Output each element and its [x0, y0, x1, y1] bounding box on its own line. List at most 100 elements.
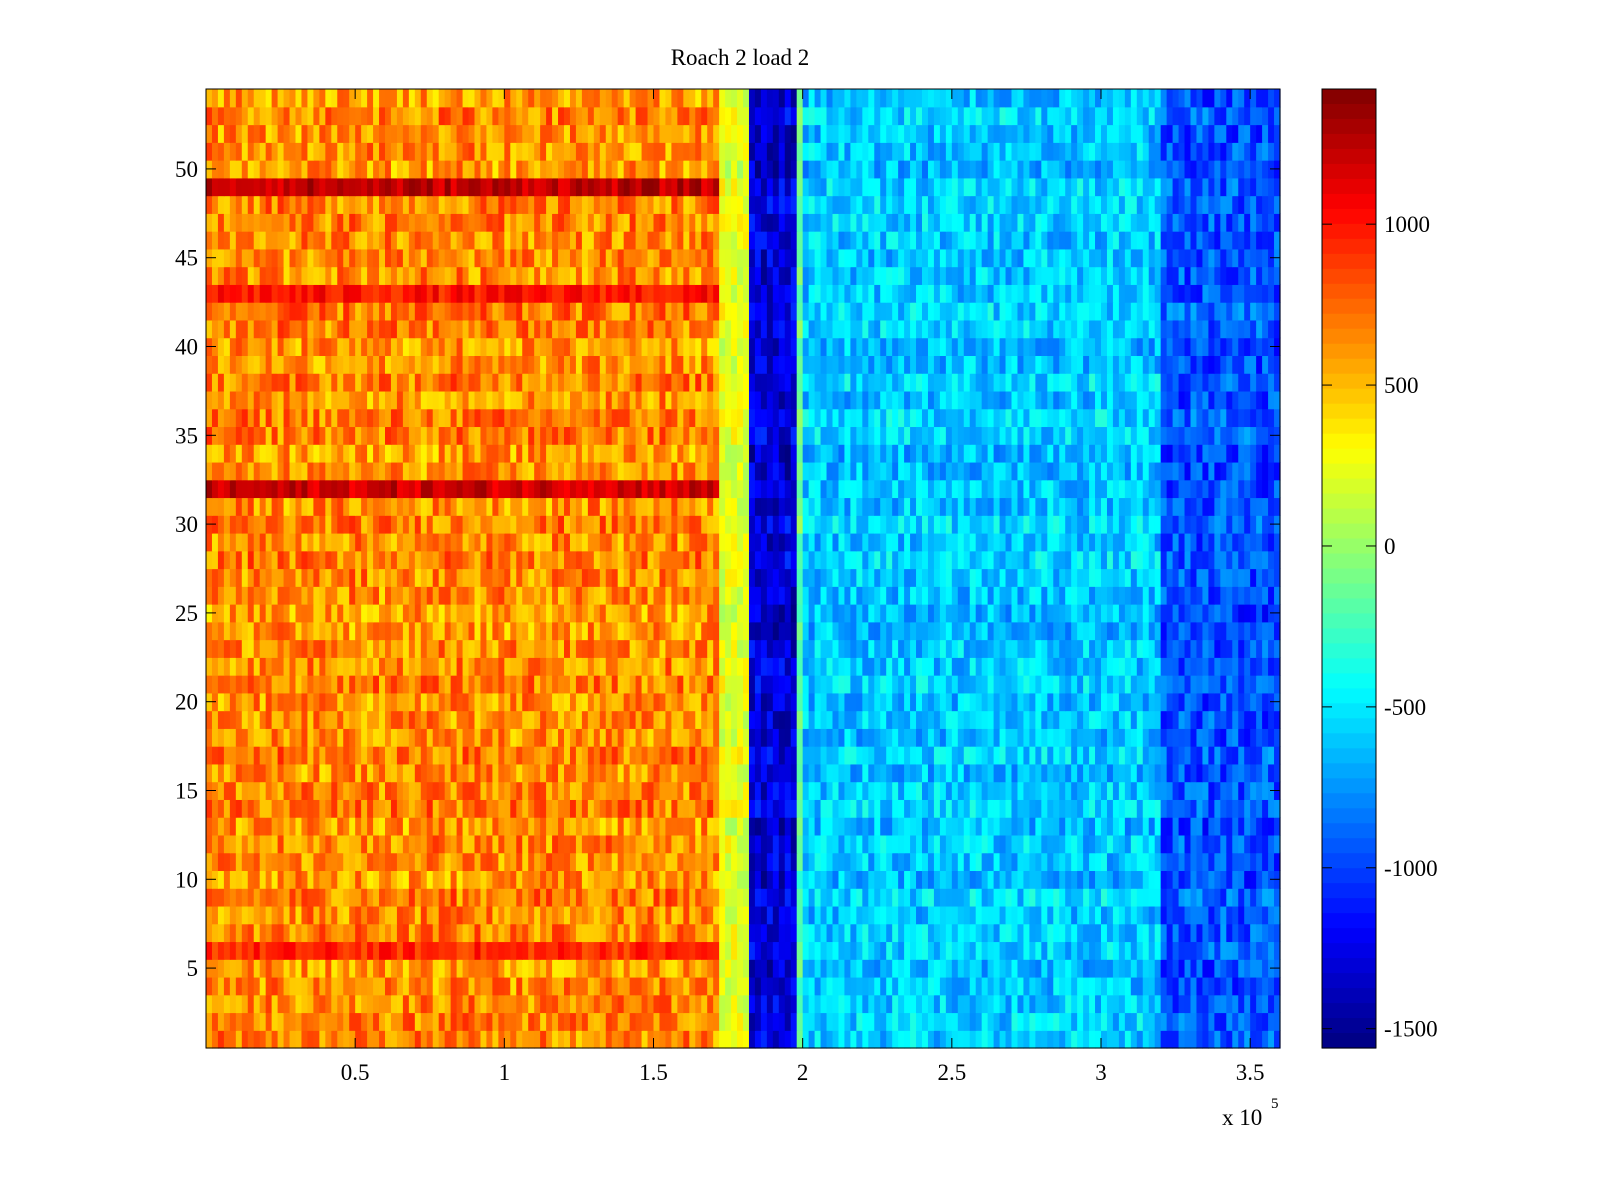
heatmap-cell	[1065, 941, 1072, 960]
heatmap-cell	[1065, 675, 1072, 694]
heatmap-cell	[319, 799, 326, 818]
heatmap-cell	[564, 1012, 571, 1031]
heatmap-cell	[629, 550, 637, 570]
heatmap-cell	[474, 781, 482, 800]
heatmap-cell	[426, 852, 434, 872]
heatmap-cell	[993, 710, 1001, 729]
heatmap-cell	[1262, 799, 1269, 818]
heatmap-cell	[910, 781, 917, 800]
heatmap-cell	[337, 568, 344, 587]
heatmap-cell	[898, 799, 905, 818]
heatmap-cell	[838, 710, 846, 729]
heatmap-cell	[361, 994, 368, 1014]
heatmap-cell	[569, 568, 577, 587]
heatmap-cell	[892, 675, 899, 694]
heatmap-cell	[259, 657, 267, 676]
heatmap-cell	[796, 1030, 804, 1049]
heatmap-cell	[981, 568, 989, 587]
heatmap-cell	[1262, 781, 1269, 800]
heatmap-cell	[951, 941, 959, 960]
heatmap-cell	[599, 1012, 607, 1031]
heatmap-cell	[1244, 1030, 1251, 1049]
heatmap-cell	[1023, 1012, 1030, 1031]
heatmap-cell	[492, 941, 499, 960]
heatmap-cell	[611, 710, 619, 729]
heatmap-cell	[1274, 710, 1281, 729]
heatmap-cell	[390, 852, 398, 872]
heatmap-cell	[1017, 763, 1025, 783]
heatmap-cell	[581, 1030, 589, 1049]
heatmap-cell	[522, 941, 529, 960]
heatmap-cell	[1112, 586, 1120, 605]
heatmap-cell	[492, 852, 499, 872]
heatmap-cell	[695, 1030, 702, 1049]
heatmap-cell	[355, 675, 362, 694]
heatmap-cell	[963, 1030, 971, 1049]
heatmap-cell	[731, 586, 738, 605]
heatmap-cell	[713, 763, 720, 783]
heatmap-cell	[1208, 692, 1215, 712]
heatmap-cell	[1035, 852, 1042, 872]
heatmap-cell	[1148, 941, 1156, 960]
heatmap-cell	[856, 834, 863, 854]
heatmap-cell	[599, 657, 607, 676]
heatmap-cell	[271, 692, 279, 712]
heatmap-cell	[390, 692, 398, 712]
heatmap-cell	[1160, 817, 1168, 836]
heatmap-cell	[1106, 817, 1114, 836]
heatmap-cell	[361, 923, 368, 943]
heatmap-cell	[1124, 621, 1132, 641]
heatmap-cell	[790, 852, 798, 872]
heatmap-cell	[1178, 604, 1186, 623]
heatmap-cell	[790, 817, 798, 836]
heatmap-cell	[922, 994, 929, 1014]
heatmap-cell	[832, 692, 840, 712]
heatmap-cell	[629, 994, 637, 1014]
heatmap-cell	[420, 994, 428, 1014]
heatmap-cell	[844, 799, 851, 818]
heatmap-cell	[1178, 870, 1186, 889]
heatmap-cell	[271, 657, 279, 676]
heatmap-cell	[993, 746, 1001, 765]
heatmap-cell	[253, 941, 261, 960]
heatmap-cell	[808, 550, 816, 570]
heatmap-cell	[289, 905, 297, 925]
heatmap-cell	[414, 905, 422, 925]
heatmap-cell	[999, 817, 1007, 836]
heatmap-cell	[916, 817, 923, 836]
heatmap-cell	[975, 586, 983, 605]
heatmap-cell	[922, 728, 929, 747]
heatmap-cell	[1202, 657, 1209, 676]
heatmap-cell	[211, 941, 219, 960]
heatmap-cell	[683, 959, 690, 978]
heatmap-cell	[438, 710, 446, 729]
heatmap-cell	[390, 568, 398, 587]
heatmap-cell	[271, 675, 279, 694]
heatmap-cell	[963, 781, 971, 800]
heatmap-cell	[689, 675, 696, 694]
heatmap-cell	[689, 994, 696, 1014]
heatmap-cell	[707, 710, 714, 729]
heatmap-cell	[247, 550, 255, 570]
heatmap-cell	[396, 639, 404, 658]
heatmap-cell	[1178, 675, 1186, 694]
heatmap-cell	[743, 586, 750, 605]
heatmap-cell	[647, 1012, 655, 1031]
heatmap-cell	[552, 817, 559, 836]
heatmap-cell	[784, 923, 792, 943]
heatmap-cell	[868, 1030, 875, 1049]
heatmap-cell	[1011, 550, 1019, 570]
heatmap-cell	[617, 888, 625, 907]
heatmap-cell	[343, 639, 350, 658]
heatmap-cell	[1256, 781, 1263, 800]
heatmap-cell	[784, 586, 792, 605]
heatmap-cell	[1124, 728, 1132, 747]
heatmap-cell	[558, 657, 565, 676]
heatmap-cell	[945, 1030, 953, 1049]
heatmap-cell	[337, 941, 344, 960]
heatmap-cell	[617, 781, 625, 800]
heatmap-cell	[1059, 976, 1066, 996]
heatmap-cell	[707, 639, 714, 658]
heatmap-cell	[1047, 621, 1054, 641]
heatmap-cell	[617, 728, 625, 747]
